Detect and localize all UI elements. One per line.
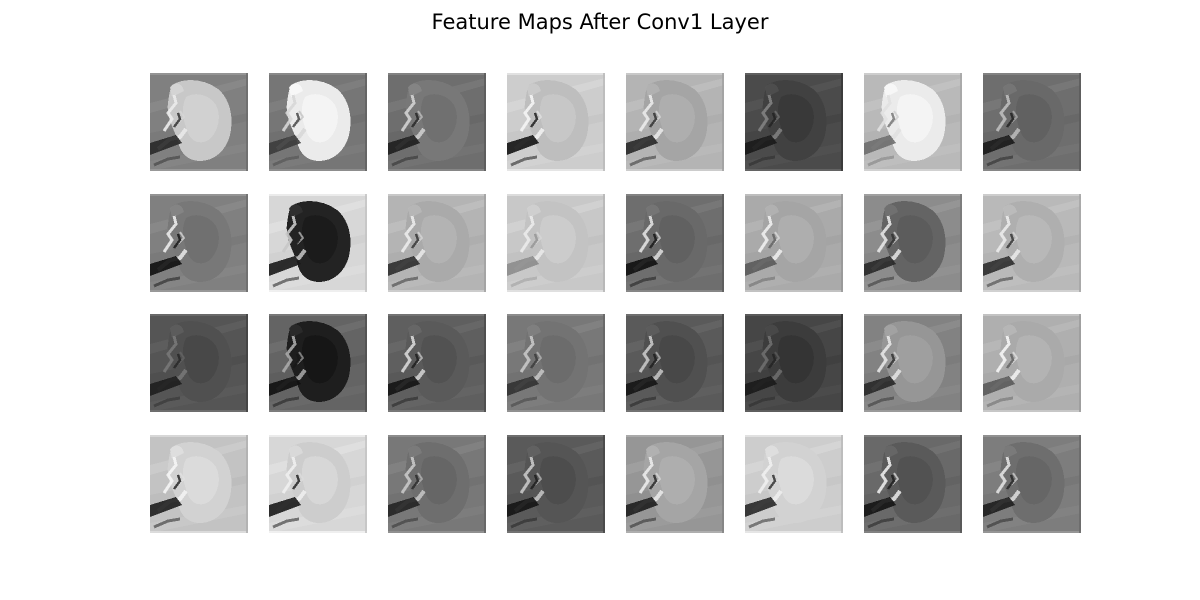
feature-map-27: [388, 435, 486, 533]
feature-map-9: [150, 194, 248, 292]
feature-map-image: [626, 73, 724, 171]
feature-map-image: [269, 73, 367, 171]
feature-map-5: [626, 73, 724, 171]
feature-map-4: [507, 73, 605, 171]
feature-map-7: [864, 73, 962, 171]
feature-map-31: [864, 435, 962, 533]
feature-map-15: [864, 194, 962, 292]
feature-map-image: [269, 314, 367, 412]
feature-map-25: [150, 435, 248, 533]
feature-map-image: [983, 194, 1081, 292]
feature-map-image: [388, 435, 486, 533]
feature-map-image: [864, 314, 962, 412]
feature-map-image: [745, 73, 843, 171]
feature-map-17: [150, 314, 248, 412]
feature-map-image: [745, 194, 843, 292]
feature-map-image: [150, 73, 248, 171]
feature-map-10: [269, 194, 367, 292]
feature-map-19: [388, 314, 486, 412]
feature-map-image: [150, 314, 248, 412]
feature-map-28: [507, 435, 605, 533]
feature-map-32: [983, 435, 1081, 533]
feature-map-image: [626, 435, 724, 533]
feature-map-14: [745, 194, 843, 292]
feature-map-image: [626, 314, 724, 412]
feature-map-image: [983, 314, 1081, 412]
feature-map-image: [150, 435, 248, 533]
feature-map-image: [269, 435, 367, 533]
feature-map-3: [388, 73, 486, 171]
feature-map-image: [507, 194, 605, 292]
feature-map-22: [745, 314, 843, 412]
feature-map-26: [269, 435, 367, 533]
feature-map-30: [745, 435, 843, 533]
feature-map-image: [745, 435, 843, 533]
feature-map-image: [269, 194, 367, 292]
feature-map-18: [269, 314, 367, 412]
feature-map-image: [507, 73, 605, 171]
feature-map-image: [388, 73, 486, 171]
feature-map-13: [626, 194, 724, 292]
feature-map-11: [388, 194, 486, 292]
feature-map-image: [388, 314, 486, 412]
feature-map-16: [983, 194, 1081, 292]
feature-map-image: [864, 435, 962, 533]
feature-map-image: [983, 73, 1081, 171]
feature-map-image: [507, 435, 605, 533]
feature-map-1: [150, 73, 248, 171]
feature-map-image: [150, 194, 248, 292]
feature-map-image: [507, 314, 605, 412]
feature-map-image: [864, 73, 962, 171]
feature-map-6: [745, 73, 843, 171]
feature-map-21: [626, 314, 724, 412]
feature-map-image: [388, 194, 486, 292]
feature-map-29: [626, 435, 724, 533]
feature-map-image: [745, 314, 843, 412]
feature-map-image: [983, 435, 1081, 533]
feature-map-23: [864, 314, 962, 412]
feature-map-2: [269, 73, 367, 171]
feature-map-image: [626, 194, 724, 292]
feature-map-12: [507, 194, 605, 292]
figure-title: Feature Maps After Conv1 Layer: [0, 8, 1200, 36]
feature-map-image: [864, 194, 962, 292]
feature-map-24: [983, 314, 1081, 412]
feature-map-20: [507, 314, 605, 412]
feature-map-grid: [150, 73, 1080, 533]
feature-map-8: [983, 73, 1081, 171]
